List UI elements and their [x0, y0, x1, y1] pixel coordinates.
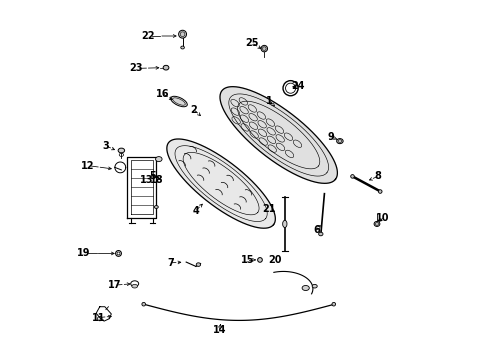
- Ellipse shape: [257, 258, 262, 262]
- Text: 22: 22: [141, 31, 155, 41]
- Text: 15: 15: [241, 255, 254, 265]
- Text: 3: 3: [102, 141, 109, 151]
- Ellipse shape: [132, 284, 137, 288]
- Text: 6: 6: [312, 225, 319, 235]
- Text: 23: 23: [129, 63, 143, 73]
- Polygon shape: [166, 139, 275, 228]
- Text: 25: 25: [245, 38, 259, 48]
- Ellipse shape: [331, 302, 335, 306]
- Ellipse shape: [154, 206, 158, 208]
- Text: 11: 11: [92, 312, 105, 323]
- Ellipse shape: [118, 148, 124, 153]
- Ellipse shape: [302, 285, 309, 291]
- Ellipse shape: [178, 30, 186, 38]
- Text: 8: 8: [373, 171, 380, 181]
- Text: 24: 24: [291, 81, 305, 91]
- Ellipse shape: [261, 45, 267, 52]
- Text: 19: 19: [77, 248, 90, 258]
- Ellipse shape: [373, 221, 379, 226]
- Ellipse shape: [142, 302, 145, 306]
- Ellipse shape: [196, 263, 200, 266]
- Ellipse shape: [350, 175, 354, 178]
- Text: 5: 5: [149, 171, 156, 181]
- Ellipse shape: [378, 190, 381, 193]
- Text: 2: 2: [190, 105, 197, 115]
- Text: 20: 20: [267, 255, 281, 265]
- Text: 13: 13: [140, 175, 153, 185]
- Ellipse shape: [170, 96, 187, 107]
- Text: 1: 1: [266, 96, 272, 106]
- Ellipse shape: [163, 66, 168, 70]
- Text: 12: 12: [81, 161, 95, 171]
- Text: 18: 18: [149, 175, 163, 185]
- Text: 17: 17: [108, 280, 122, 290]
- Text: 9: 9: [327, 132, 334, 142]
- Text: 10: 10: [376, 213, 389, 223]
- Ellipse shape: [336, 139, 343, 144]
- Text: 4: 4: [192, 206, 199, 216]
- Ellipse shape: [155, 157, 162, 162]
- Text: 16: 16: [155, 89, 169, 99]
- Ellipse shape: [282, 220, 286, 228]
- Text: 14: 14: [212, 325, 225, 336]
- Text: 7: 7: [167, 258, 174, 268]
- Text: 21: 21: [262, 204, 275, 214]
- Ellipse shape: [311, 284, 317, 288]
- Ellipse shape: [181, 46, 184, 49]
- Ellipse shape: [318, 232, 322, 236]
- Polygon shape: [220, 87, 337, 183]
